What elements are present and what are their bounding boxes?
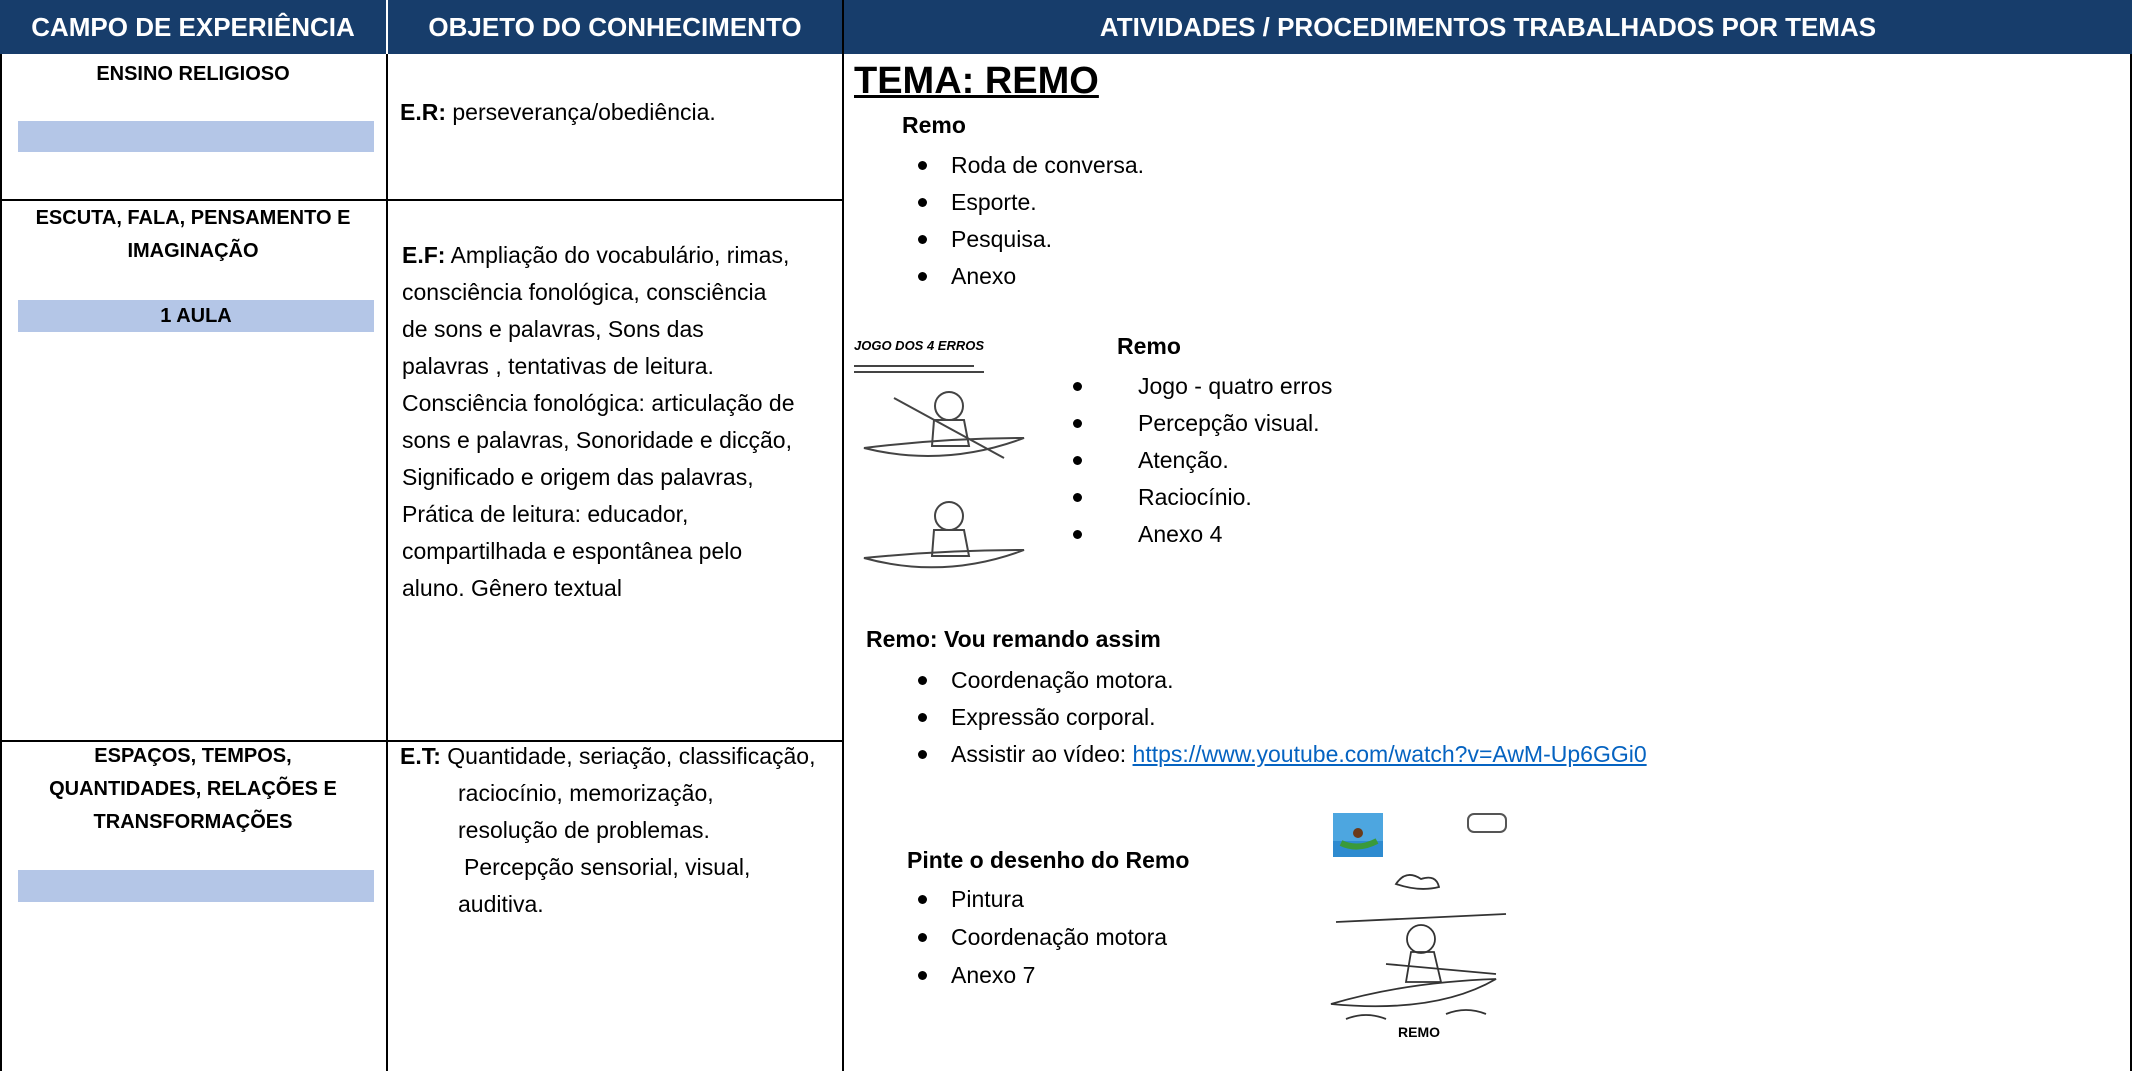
thumbnail xyxy=(1333,813,1383,857)
bullet xyxy=(918,750,927,759)
border xyxy=(0,199,842,201)
objeto: E.T: Quantidade, seriação, classificação… xyxy=(400,738,818,923)
bullet xyxy=(1073,493,1082,502)
list-item: Pesquisa. xyxy=(951,226,1053,252)
video-label: Assistir ao vídeo: xyxy=(951,741,1127,767)
list-item: Percepção visual. xyxy=(1138,410,1320,436)
border xyxy=(0,54,2,1071)
objeto: E.F: Ampliação do vocabulário, rimas, co… xyxy=(402,237,797,607)
objeto-label: E.F: xyxy=(402,242,446,268)
header-cell: ATIVIDADES / PROCEDIMENTOS TRABALHADOS P… xyxy=(844,0,2132,54)
logo xyxy=(1467,813,1507,833)
bullet xyxy=(918,971,927,980)
bullet xyxy=(1073,382,1082,391)
theme-title: TEMA: REMO xyxy=(854,60,1099,102)
border xyxy=(0,740,842,742)
objeto-text: perseverança/obediência. xyxy=(452,99,716,125)
highlight-bar xyxy=(18,121,374,152)
bullet xyxy=(918,713,927,722)
objeto-text: Ampliação do vocabulário, rimas, consciê… xyxy=(402,242,795,601)
bullet xyxy=(918,235,927,244)
kayak-drawing xyxy=(854,365,1025,569)
section-title: Remo: Vou remando assim xyxy=(866,626,1161,652)
list-item: Anexo xyxy=(951,263,1017,289)
list-item: Coordenação motora xyxy=(951,924,1168,950)
list-item: Anexo 4 xyxy=(1138,521,1223,547)
bullet xyxy=(918,198,927,207)
objeto: E.R: perseverança/obediência. xyxy=(400,94,800,131)
bullet xyxy=(918,895,927,904)
border xyxy=(386,54,388,1071)
objeto-text: Quantidade, seriação, classificação, rac… xyxy=(447,743,816,843)
highlight-bar: 1 AULA xyxy=(18,300,374,332)
campo: ENSINO RELIGIOSO xyxy=(96,63,290,85)
list-item: Raciocínio. xyxy=(1138,484,1252,510)
bullet xyxy=(1073,530,1082,539)
campo: ESPAÇOS, TEMPOS, QUANTIDADES, RELAÇÕES E… xyxy=(49,745,337,833)
campo: ESCUTA, FALA, PENSAMENTO E IMAGINAÇÃO xyxy=(35,207,351,262)
list-item: Expressão corporal. xyxy=(951,704,1156,730)
bullet xyxy=(918,676,927,685)
worksheet-image: JOGO DOS 4 ERROS xyxy=(854,328,1042,586)
list-item: Atenção. xyxy=(1138,447,1229,473)
bullet xyxy=(918,272,927,281)
list-item: Esporte. xyxy=(951,189,1037,215)
section-title: Remo xyxy=(1117,333,1181,359)
objeto-label: E.R: xyxy=(400,99,446,125)
list-item: Jogo - quatro erros xyxy=(1138,373,1333,399)
image-title: JOGO DOS 4 ERROS xyxy=(854,338,985,353)
highlight-bar xyxy=(18,870,374,902)
header-cell: OBJETO DO CONHECIMENTO xyxy=(388,0,842,54)
section-title: Pinte o desenho do Remo xyxy=(907,847,1190,873)
list-item: Coordenação motora. xyxy=(951,667,1174,693)
list-item: Assistir ao vídeo: https://www.youtube.c… xyxy=(951,739,1647,769)
coloring-drawing xyxy=(1330,874,1507,1020)
bullet xyxy=(918,933,927,942)
video-link[interactable]: https://www.youtube.com/watch?v=AwM-Up6G… xyxy=(1132,741,1647,767)
list-item: Roda de conversa. xyxy=(951,152,1145,178)
bullet xyxy=(918,161,927,170)
objeto-text: Percepção sensorial, visual, auditiva. xyxy=(458,854,751,917)
bullet xyxy=(1073,419,1082,428)
section-title: Remo xyxy=(902,112,966,138)
objeto-label: E.T: xyxy=(400,743,441,769)
bullet xyxy=(1073,456,1082,465)
image-caption: REMO xyxy=(1398,1024,1440,1040)
list-item: Anexo 7 xyxy=(951,962,1036,988)
border xyxy=(2130,54,2132,1071)
header-cell: CAMPO DE EXPERIÊNCIA xyxy=(0,0,386,54)
border xyxy=(842,0,844,1071)
list-item: Pintura xyxy=(951,886,1024,912)
